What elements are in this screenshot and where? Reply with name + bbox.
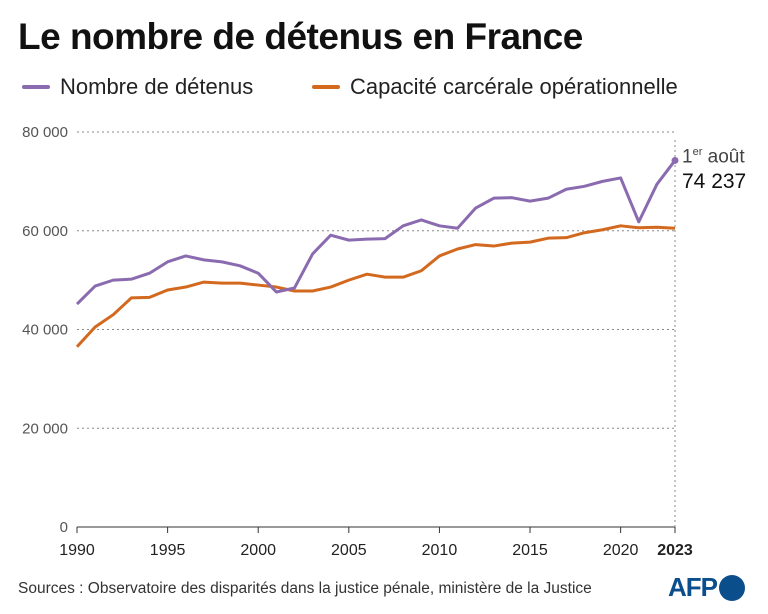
y-tick-label: 0	[60, 519, 68, 536]
annotation-date: 1er août	[682, 146, 745, 168]
y-tick-label: 80 000	[22, 124, 68, 141]
x-tick-label: 2010	[422, 542, 458, 559]
y-tick-label: 60 000	[22, 223, 68, 240]
legend-item-detenus: Nombre de détenus	[22, 74, 253, 100]
legend-item-capacite: Capacité carcérale opérationnelle	[312, 74, 678, 100]
legend-swatch	[22, 85, 50, 89]
last-point-marker	[671, 156, 679, 164]
annotation-value: 74 237	[682, 170, 747, 193]
x-tick-label: 1990	[59, 542, 95, 559]
source-note: Sources : Observatoire des disparités da…	[18, 580, 592, 597]
chart-title: Le nombre de détenus en France	[18, 16, 583, 57]
legend-label: Capacité carcérale opérationnelle	[350, 74, 678, 99]
x-tick-label: 2020	[603, 542, 639, 559]
y-tick-label: 40 000	[22, 322, 68, 339]
x-tick-label: 2015	[512, 542, 548, 559]
x-tick-label: 2005	[331, 542, 367, 559]
y-tick-label: 20 000	[22, 420, 68, 437]
legend-label: Nombre de détenus	[60, 74, 254, 99]
x-tick-label: 2023	[657, 542, 693, 559]
series-line	[75, 224, 676, 348]
series-line	[75, 159, 677, 306]
afp-logo: AFP	[668, 572, 745, 603]
legend-swatch	[312, 85, 340, 89]
x-tick-label: 1995	[150, 542, 186, 559]
x-tick-label: 2000	[240, 542, 276, 559]
